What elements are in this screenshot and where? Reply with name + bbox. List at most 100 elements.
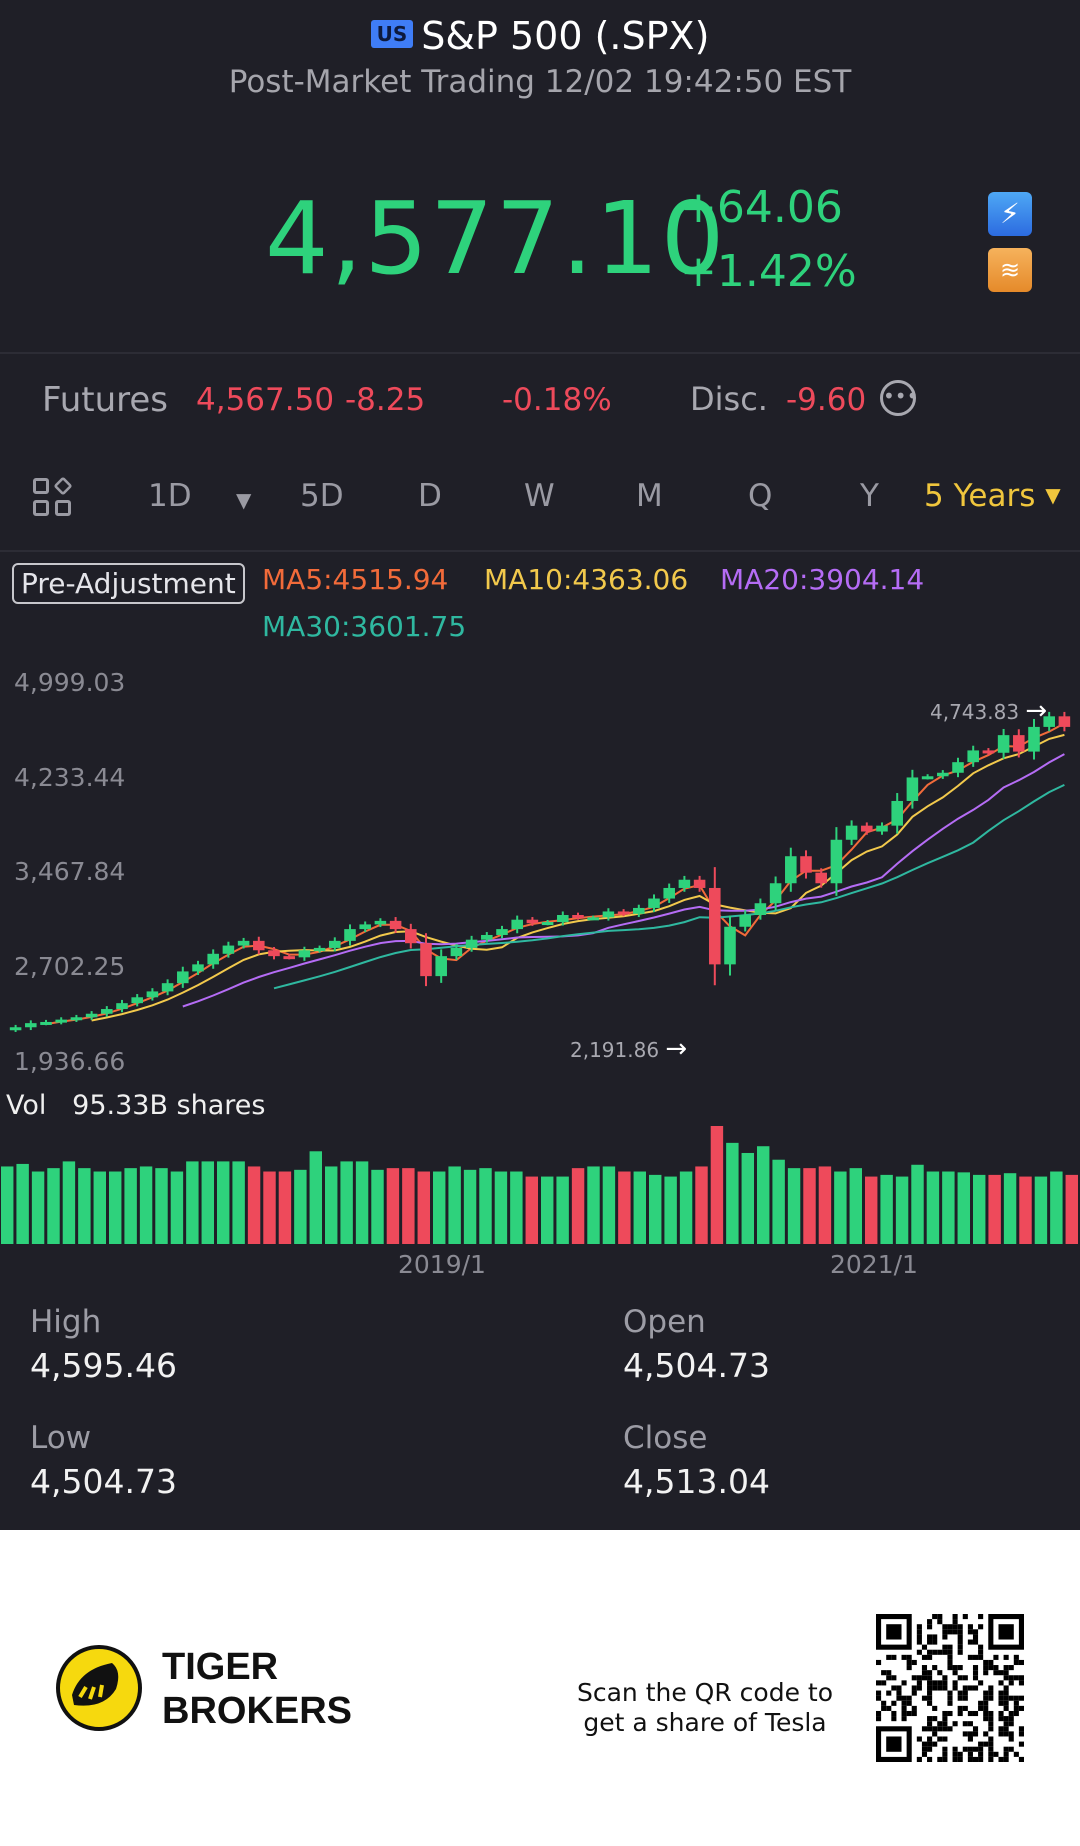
volume-bar bbox=[93, 1171, 106, 1244]
candlestick bbox=[526, 917, 539, 926]
candlestick bbox=[268, 947, 280, 960]
ma5-line bbox=[45, 722, 1065, 1026]
volume-bar bbox=[463, 1169, 477, 1244]
candlestick bbox=[207, 949, 219, 969]
volume-bar bbox=[726, 1142, 739, 1244]
volume-bar bbox=[757, 1146, 770, 1244]
tab-5d[interactable]: 5D bbox=[300, 478, 344, 514]
chevron-down-icon[interactable]: ▼ bbox=[236, 488, 252, 512]
volume-bar bbox=[803, 1168, 816, 1244]
volume-bar bbox=[201, 1161, 214, 1244]
tab-5-years[interactable]: 5 Years ▼ bbox=[924, 478, 1061, 514]
discount-value: -9.60 bbox=[786, 382, 867, 418]
candlestick bbox=[952, 757, 964, 778]
volume-bar bbox=[865, 1176, 878, 1244]
volume-bar bbox=[263, 1171, 276, 1244]
brand-name-line1: TIGER bbox=[162, 1646, 279, 1688]
volume-bar bbox=[479, 1168, 492, 1244]
tab-week[interactable]: W bbox=[524, 478, 555, 514]
volume-bar bbox=[448, 1166, 461, 1244]
volume-bar bbox=[541, 1176, 554, 1244]
arrow-right-icon: → bbox=[1025, 696, 1048, 726]
candlestick bbox=[1058, 711, 1071, 732]
volume-bar bbox=[664, 1176, 677, 1244]
low-value: 4,504.73 bbox=[30, 1462, 177, 1501]
volume-bar bbox=[124, 1168, 137, 1244]
volume-bar bbox=[494, 1171, 508, 1244]
tab-year[interactable]: Y bbox=[860, 478, 879, 514]
ma5-label: MA5:4515.94 bbox=[262, 563, 449, 596]
tab-5-years-label: 5 Years bbox=[924, 478, 1036, 514]
futures-price: 4,567.50 bbox=[196, 382, 335, 418]
volume-bar bbox=[973, 1174, 986, 1244]
index-title: S&P 500 (.SPX) bbox=[421, 14, 710, 58]
volume-bar bbox=[741, 1152, 754, 1244]
volume-bar bbox=[849, 1168, 862, 1244]
close-value: 4,513.04 bbox=[623, 1462, 770, 1501]
volume-bar bbox=[911, 1164, 924, 1244]
candlestick bbox=[557, 911, 569, 926]
qr-code[interactable] bbox=[876, 1614, 1024, 1762]
volume-bar bbox=[649, 1174, 662, 1244]
lightning-icon[interactable]: ⚡ bbox=[988, 192, 1032, 236]
candlestick bbox=[298, 946, 311, 961]
volume-title: Vol bbox=[6, 1090, 47, 1121]
candlestick bbox=[405, 923, 417, 949]
tiger-logo-icon bbox=[56, 1645, 142, 1731]
volume-bar bbox=[988, 1174, 1001, 1244]
volume-bar bbox=[78, 1168, 91, 1244]
volume-bar bbox=[525, 1176, 538, 1244]
candlestick bbox=[678, 875, 691, 892]
volume-bar bbox=[433, 1171, 446, 1244]
candlestick bbox=[815, 868, 827, 888]
ellipsis-icon[interactable]: ••• bbox=[880, 380, 918, 416]
candlestick bbox=[420, 933, 432, 987]
tab-month[interactable]: M bbox=[636, 478, 663, 514]
candlestick bbox=[329, 937, 341, 952]
candlestick bbox=[435, 949, 447, 983]
price-chart[interactable] bbox=[0, 660, 1080, 1070]
volume-bar bbox=[710, 1126, 724, 1244]
y-tick-label: 1,936.66 bbox=[14, 1047, 126, 1076]
x-tick-label: 2021/1 bbox=[830, 1250, 918, 1279]
volume-bar bbox=[109, 1171, 122, 1244]
high-value: 4,595.46 bbox=[30, 1346, 177, 1385]
candlestick bbox=[572, 912, 584, 920]
volume-bar bbox=[587, 1166, 600, 1244]
candlestick bbox=[374, 918, 387, 928]
candlestick bbox=[85, 1011, 98, 1020]
volume-bar bbox=[818, 1166, 832, 1244]
volume-bar bbox=[1050, 1171, 1063, 1244]
tab-1d[interactable]: 1D bbox=[148, 478, 192, 514]
price-change: +64.06 bbox=[680, 182, 843, 233]
candlestick bbox=[709, 867, 721, 986]
candlestick bbox=[344, 924, 356, 946]
layers-icon[interactable]: ≋ bbox=[988, 248, 1032, 292]
volume-bar bbox=[340, 1161, 353, 1244]
divider bbox=[0, 550, 1080, 552]
divider bbox=[0, 352, 1080, 354]
tab-day[interactable]: D bbox=[418, 478, 442, 514]
volume-bar bbox=[880, 1174, 893, 1244]
volume-bar bbox=[417, 1171, 430, 1244]
futures-label: Futures bbox=[42, 380, 168, 420]
volume-bar bbox=[247, 1166, 261, 1244]
volume-bar bbox=[325, 1166, 338, 1244]
grid-menu-icon[interactable] bbox=[33, 476, 73, 518]
volume-bar bbox=[602, 1166, 616, 1244]
candlestick bbox=[237, 937, 250, 949]
tab-quarter[interactable]: Q bbox=[748, 478, 773, 514]
market-badge: US bbox=[370, 20, 414, 48]
volume-bar bbox=[1019, 1176, 1032, 1244]
candlestick bbox=[876, 822, 888, 835]
pre-adjustment-toggle[interactable]: Pre-Adjustment bbox=[12, 563, 245, 604]
candlestick bbox=[769, 876, 782, 911]
candlestick bbox=[633, 904, 645, 918]
volume-bar bbox=[386, 1168, 400, 1244]
qr-caption-line1: Scan the QR code to bbox=[576, 1678, 834, 1707]
y-tick-label: 3,467.84 bbox=[14, 857, 126, 886]
candlestick bbox=[1028, 718, 1040, 760]
candlestick bbox=[967, 745, 979, 767]
candlestick bbox=[830, 827, 843, 896]
volume-bar bbox=[31, 1171, 45, 1244]
